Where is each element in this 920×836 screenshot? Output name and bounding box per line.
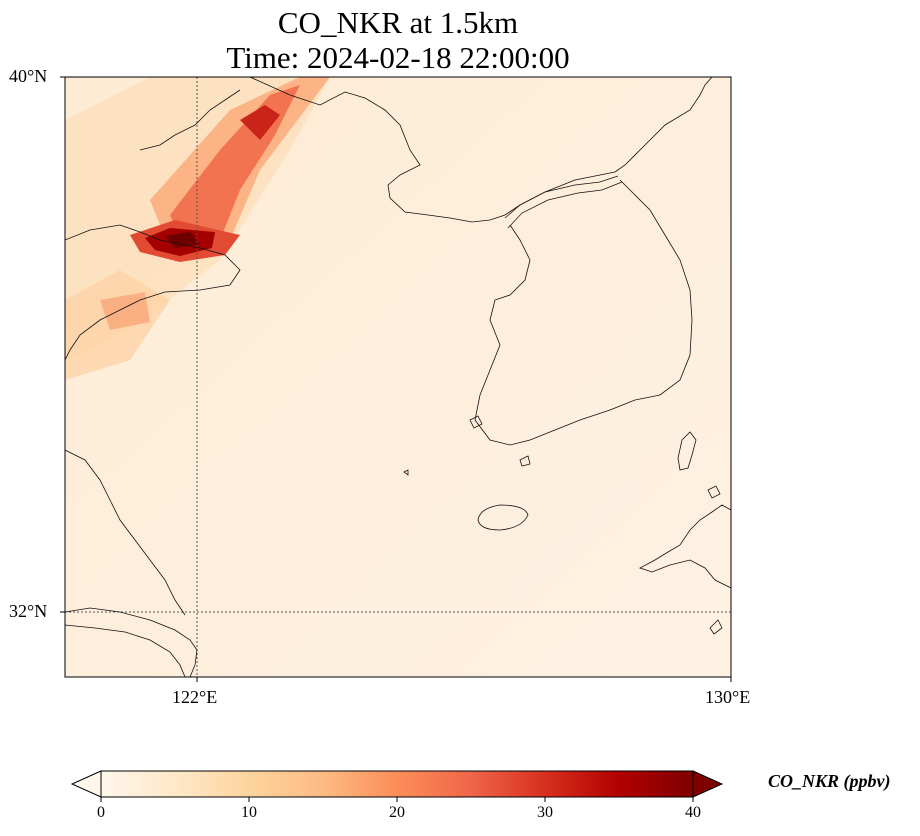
lat-tick-label-40: 40°N [9, 66, 48, 86]
colorbar-tick-label: 30 [537, 804, 553, 821]
lon-tick-label-130: 130°E [705, 687, 751, 707]
colorbar-extend-max [692, 770, 724, 798]
coastlines [65, 77, 731, 677]
coast-island-4 [519, 455, 531, 467]
plume-core-max [165, 232, 200, 248]
coast-island-5 [403, 469, 409, 476]
border-korea-2 [507, 181, 623, 229]
concentration-field [65, 77, 731, 677]
coast-yangtze-south [65, 624, 186, 677]
coast-korea-peninsula [474, 179, 693, 446]
colorbar-extend-min [70, 770, 102, 798]
colorbar-tick-label: 10 [241, 804, 257, 821]
coast-island-3 [469, 415, 483, 429]
coast-island-2 [709, 619, 723, 635]
map-title-line1: CO_NKR at 1.5km [277, 5, 519, 40]
lon-tick-label-122: 122°E [172, 687, 218, 707]
coast-yangtze-north [65, 607, 198, 677]
coast-korea-east-north [614, 77, 713, 173]
colorbar-tick-label: 40 [685, 804, 701, 821]
coast-jeju [477, 504, 529, 531]
coast-island-1 [707, 485, 721, 499]
coast-shandong-north [65, 224, 241, 361]
colorbar [70, 770, 724, 802]
plume-hotspot-north [240, 105, 280, 140]
border-korea-1 [504, 175, 619, 219]
map-frame [64, 76, 732, 678]
map-title-line2: Time: 2024-02-18 22:00:00 [226, 40, 570, 75]
lat-tick-label-32: 32°N [9, 601, 48, 621]
coast-jiangsu [65, 449, 186, 616]
colorbar-tick-label: 0 [97, 804, 105, 821]
coast-liaodong-west [139, 89, 241, 151]
coast-tsushima [677, 431, 697, 471]
colorbar-gradient [101, 771, 693, 797]
colorbar-tick-label: 20 [389, 804, 405, 821]
colorbar-label: CO_NKR (ppbv) [768, 771, 891, 791]
coast-kyushu [638, 504, 731, 589]
